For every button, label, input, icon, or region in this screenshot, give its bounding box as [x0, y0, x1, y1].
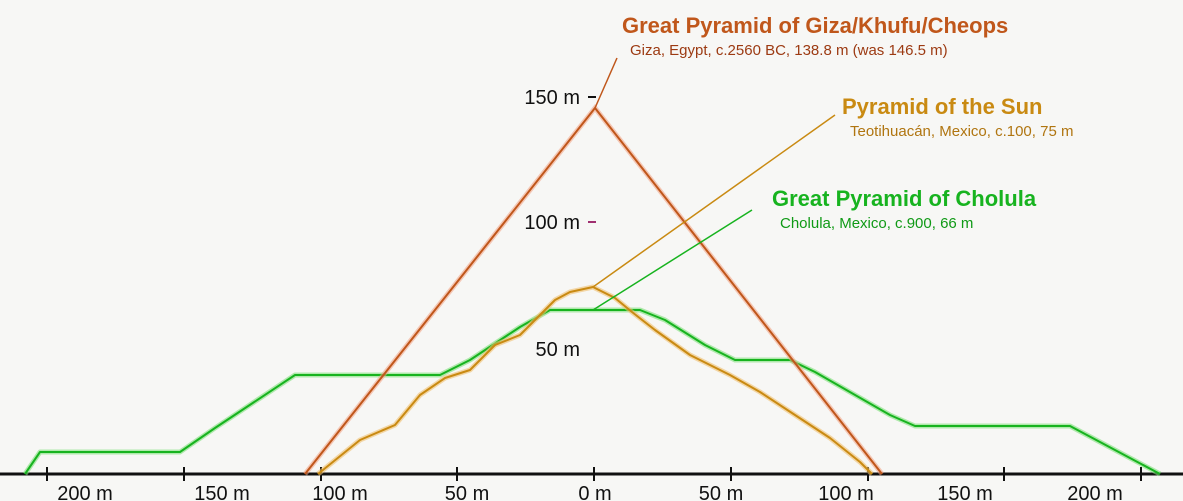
x-label: 0 m [578, 483, 611, 501]
x-label: 50 m [699, 483, 743, 501]
cholula-leader-line [592, 209, 753, 311]
giza-details: Giza, Egypt, c.2560 BC, 138.8 m (was 146… [630, 42, 948, 59]
giza-profile-glow [303, 103, 884, 476]
giza-profile-line [304, 106, 883, 475]
sun-details: Teotihuacán, Mexico, c.100, 75 m [850, 123, 1073, 140]
x-label: 150 m [937, 483, 993, 501]
sun-leader-line [592, 114, 836, 288]
cholula-details: Cholula, Mexico, c.900, 66 m [780, 215, 973, 232]
sun-profile-line [317, 286, 873, 475]
height-label-50: 50 m [536, 339, 580, 361]
height-label-150: 150 m [524, 87, 580, 109]
x-label: 100 m [312, 483, 368, 501]
sun-profile [316, 284, 874, 476]
cholula-title: Great Pyramid of Cholula [772, 186, 1037, 211]
x-label: 100 m [818, 483, 874, 501]
sun-title: Pyramid of the Sun [842, 94, 1042, 119]
cholula-profile [22, 307, 1162, 477]
cholula-profile-line [24, 309, 1161, 475]
x-label: 150 m [194, 483, 250, 501]
x-label: 200 m [57, 483, 113, 501]
giza-leader-line [594, 57, 618, 109]
height-label-100: 100 m [524, 212, 580, 234]
giza-title: Great Pyramid of Giza/Khufu/Cheops [622, 13, 1008, 38]
x-label: 50 m [445, 483, 489, 501]
x-label: 200 m [1067, 483, 1123, 501]
